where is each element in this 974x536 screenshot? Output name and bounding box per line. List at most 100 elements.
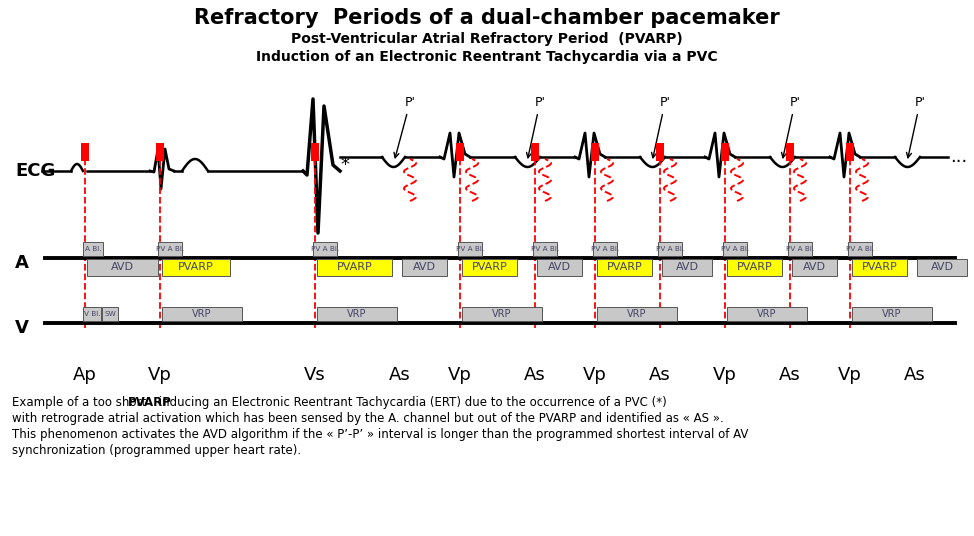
Bar [727,259,782,276]
Text: AVD: AVD [676,263,698,272]
Bar [102,307,118,321]
Bar [533,242,557,256]
Text: As: As [390,366,411,384]
Bar [317,259,392,276]
Bar [597,259,652,276]
Text: VRP: VRP [882,309,902,319]
Text: VRP: VRP [627,309,647,319]
Text: AVD: AVD [413,263,436,272]
Bar [721,143,729,161]
Text: Refractory  Periods of a dual-chamber pacemaker: Refractory Periods of a dual-chamber pac… [194,8,780,28]
Text: PVARP: PVARP [862,263,897,272]
Bar [786,143,794,161]
Bar [462,259,517,276]
Text: Post-Ventricular Atrial Refractory Period  (PVARP): Post-Ventricular Atrial Refractory Perio… [291,32,683,46]
Bar [537,259,582,276]
Text: Ap: Ap [73,366,97,384]
Text: AVD: AVD [111,263,134,272]
Bar [456,143,464,161]
Bar [917,259,967,276]
Text: P': P' [652,96,670,158]
Text: Vp: Vp [838,366,862,384]
Text: V: V [15,319,29,337]
Text: Example of a too short: Example of a too short [12,396,150,409]
Bar [317,307,397,321]
Text: AVD: AVD [803,263,826,272]
Text: PVARP: PVARP [736,263,772,272]
Text: AVD: AVD [548,263,571,272]
Text: SW: SW [104,311,116,317]
Bar [852,307,932,321]
Text: A Bl.: A Bl. [85,246,101,252]
Text: PV A Bl.: PV A Bl. [156,246,184,252]
Bar [788,242,812,256]
Text: Vp: Vp [448,366,472,384]
Text: PV A Bl.: PV A Bl. [846,246,874,252]
Text: PV A Bl.: PV A Bl. [531,246,559,252]
Bar [591,143,599,161]
Bar [313,242,337,256]
Text: synchronization (programmed upper heart rate).: synchronization (programmed upper heart … [12,444,301,457]
Text: P': P' [907,96,925,158]
Text: Vp: Vp [148,366,172,384]
Text: PVARP: PVARP [607,263,643,272]
Text: ECG: ECG [15,162,56,180]
Text: PVARP: PVARP [471,263,507,272]
Bar [792,259,837,276]
Text: A: A [15,254,29,272]
Bar [162,307,242,321]
Bar [848,242,872,256]
Text: PV A Bl.: PV A Bl. [311,246,339,252]
Text: As: As [779,366,801,384]
Bar [83,242,103,256]
Text: *: * [341,156,350,174]
Text: VRP: VRP [757,309,776,319]
Text: As: As [904,366,926,384]
Bar [727,307,807,321]
Text: As: As [524,366,545,384]
Bar [852,259,907,276]
Text: VRP: VRP [492,309,511,319]
Text: AVD: AVD [930,263,954,272]
Text: VRP: VRP [192,309,211,319]
Bar [656,143,664,161]
Text: Vp: Vp [583,366,607,384]
Text: PV A Bl.: PV A Bl. [591,246,619,252]
Text: PVARP: PVARP [337,263,372,272]
Text: PV A Bl.: PV A Bl. [656,246,684,252]
Bar [156,143,164,161]
Text: PVARP: PVARP [129,396,172,409]
Text: PV A Bl.: PV A Bl. [786,246,814,252]
Bar [462,307,542,321]
Text: inducing an Electronic Reentrant Tachycardia (ERT) due to the occurrence of a PV: inducing an Electronic Reentrant Tachyca… [155,396,666,409]
Bar [83,307,101,321]
Bar [81,143,89,161]
Text: Induction of an Electronic Reentrant Tachycardia via a PVC: Induction of an Electronic Reentrant Tac… [256,50,718,64]
Bar [458,242,482,256]
Bar [723,242,747,256]
Bar [531,143,539,161]
Text: P': P' [394,96,416,158]
Text: PVARP: PVARP [178,263,214,272]
Bar [158,242,182,256]
Text: VRP: VRP [348,309,367,319]
Bar [593,242,617,256]
Text: with retrograde atrial activation which has been sensed by the A. channel but ou: with retrograde atrial activation which … [12,412,724,425]
Text: V Bl.: V Bl. [84,311,100,317]
Text: P': P' [781,96,801,158]
Bar [597,307,677,321]
Text: Vp: Vp [713,366,737,384]
Bar [311,143,319,161]
Text: This phenomenon activates the AVD algorithm if the « P’-P’ » interval is longer : This phenomenon activates the AVD algori… [12,428,748,441]
Text: As: As [649,366,671,384]
Bar [162,259,230,276]
Text: PV A Bl.: PV A Bl. [721,246,749,252]
Text: PV A Bl.: PV A Bl. [456,246,484,252]
Bar [662,259,712,276]
Bar [402,259,447,276]
Text: P': P' [527,96,545,158]
Bar [87,259,158,276]
Text: Vs: Vs [304,366,326,384]
Bar [846,143,854,161]
Text: ...: ... [950,148,967,166]
